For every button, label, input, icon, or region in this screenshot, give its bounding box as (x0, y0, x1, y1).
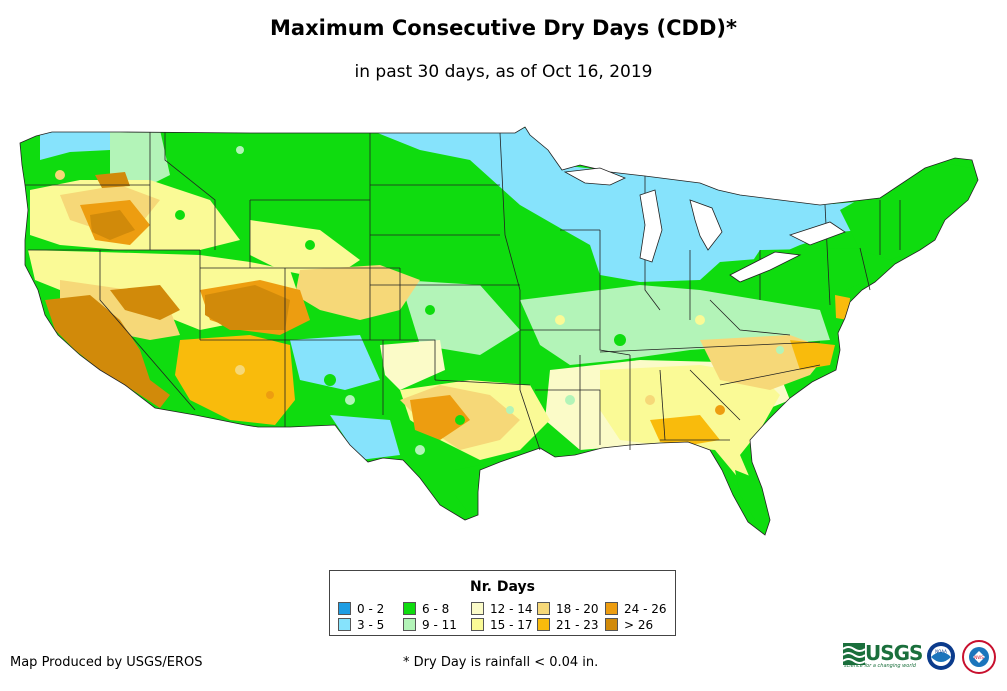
legend-swatch (605, 602, 618, 615)
credit-text: Map Produced by USGS/EROS (10, 655, 203, 670)
legend-title: Nr. Days (470, 579, 535, 595)
region-6-8-florida (735, 470, 768, 525)
legend-item-24-26: 24 - 26 (605, 602, 667, 616)
legend-label: 24 - 26 (624, 602, 667, 616)
legend-item-3-5: 3 - 5 (338, 618, 384, 632)
usgs-logo: USGS science for a changing world (843, 641, 923, 671)
legend-swatch (605, 618, 618, 631)
region-gt26-wa (95, 172, 130, 188)
region-3-5-north (370, 128, 880, 282)
region-gt26-oregon (90, 210, 135, 240)
region-6-8-txcoast (455, 465, 485, 515)
legend-swatch (403, 602, 416, 615)
legend-item-0-2: 0 - 2 (338, 602, 384, 616)
region-21-23-georgia (650, 415, 720, 445)
nws-logo-icon: NWS (962, 640, 996, 674)
footnote-text: * Dry Day is rainfall < 0.04 in. (403, 655, 599, 670)
legend-swatch (338, 618, 351, 631)
legend-item-gt-26: > 26 (605, 618, 653, 632)
region-12-14-ok (380, 340, 445, 390)
region-21-23-de (835, 295, 850, 320)
legend-swatch (537, 602, 550, 615)
legend-label: 3 - 5 (357, 618, 385, 632)
legend-item-18-20: 18 - 20 (537, 602, 599, 616)
legend-label: 15 - 17 (490, 618, 533, 632)
legend-label: 9 - 11 (422, 618, 457, 632)
noaa-label: NOAA (935, 649, 947, 654)
legend-item-21-23: 21 - 23 (537, 618, 599, 632)
region-18-20-colorado (295, 265, 420, 320)
map-subtitle: in past 30 days, as of Oct 16, 2019 (354, 62, 653, 82)
region-21-23-arizona (175, 335, 295, 425)
legend-item-6-8: 6 - 8 (403, 602, 449, 616)
usgs-wordmark: USGS (865, 641, 923, 665)
legend-label: 21 - 23 (556, 618, 599, 632)
legend-item-12-14: 12 - 14 (471, 602, 533, 616)
region-gt26-nevada (110, 285, 180, 320)
usgs-wave-icon (843, 643, 865, 665)
legend-label: 6 - 8 (422, 602, 450, 616)
legend-item-15-17: 15 - 17 (471, 618, 533, 632)
region-15-17-co (250, 220, 360, 280)
region-21-23-nc (790, 340, 835, 370)
texture-dots (55, 146, 784, 455)
legend-label: 18 - 20 (556, 602, 599, 616)
legend-swatch (471, 602, 484, 615)
region-3-5-southtx (330, 415, 400, 460)
legend-label: > 26 (624, 618, 654, 632)
legend-item-9-11: 9 - 11 (403, 618, 457, 632)
noaa-logo-icon: NOAA (927, 642, 955, 670)
legend: Nr. Days 0 - 2 3 - 5 6 - 8 9 - 11 12 - 1… (329, 570, 676, 636)
region-9-11-plains (400, 280, 520, 355)
legend-swatch (338, 602, 351, 615)
legend-label: 0 - 2 (357, 602, 385, 616)
region-24-26-texas (410, 395, 470, 440)
legend-label: 12 - 14 (490, 602, 533, 616)
region-6-8-northeast (840, 160, 978, 260)
legend-swatch (471, 618, 484, 631)
legend-swatch (403, 618, 416, 631)
region-gt26-california (45, 295, 170, 408)
state-boundaries (19, 126, 979, 536)
usgs-tagline: science for a changing world (844, 663, 916, 669)
great-lakes (563, 167, 846, 283)
legend-swatch (537, 618, 550, 631)
region-gt26-utah (205, 285, 290, 330)
region-3-5-nm (290, 335, 380, 390)
map-title: Maximum Consecutive Dry Days (CDD)* (270, 16, 737, 40)
nws-label: NWS (974, 655, 984, 660)
